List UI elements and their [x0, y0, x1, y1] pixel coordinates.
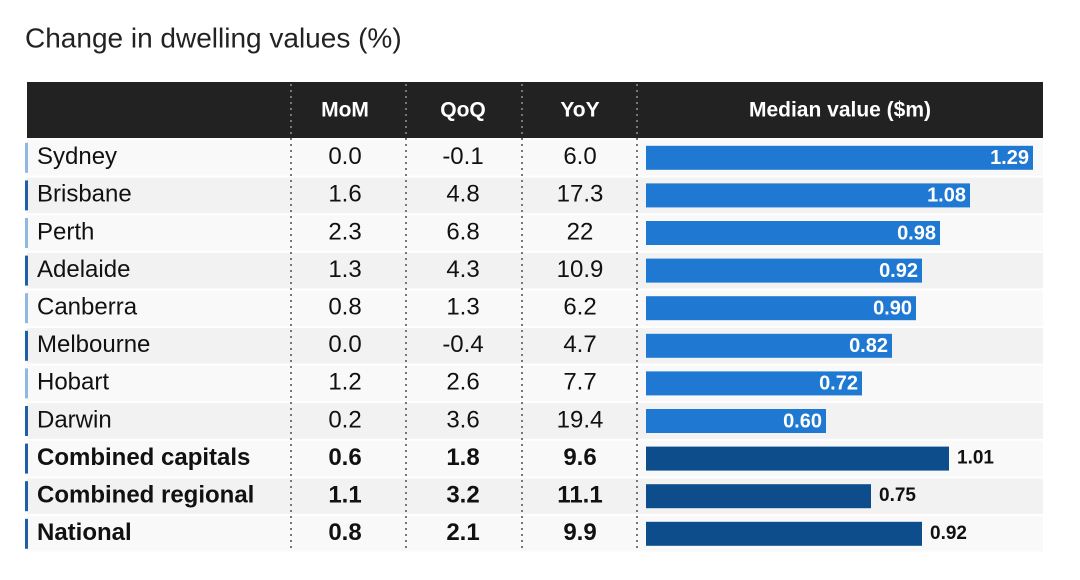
bar-label: 1.29 — [990, 147, 1029, 169]
column-header: YoY — [560, 99, 599, 122]
median-bar — [646, 446, 949, 471]
row-accent — [25, 180, 28, 211]
median-bar — [646, 521, 922, 546]
cell-value: 4.3 — [446, 256, 479, 283]
cell-value: 17.3 — [557, 181, 604, 208]
row-accent — [25, 255, 28, 286]
median-bar — [646, 371, 862, 396]
bar-label: 1.01 — [957, 448, 994, 469]
cell-value: 9.6 — [563, 444, 596, 471]
row-label: Sydney — [37, 143, 117, 170]
row-accent — [25, 518, 28, 549]
bar-label: 0.92 — [879, 260, 918, 282]
bar-label: 0.72 — [819, 373, 858, 395]
cell-value: 2.3 — [328, 218, 361, 245]
row-accent — [25, 443, 28, 474]
column-header: Median value ($m) — [749, 99, 931, 122]
median-bar — [646, 484, 871, 509]
bar-label: 0.92 — [930, 523, 967, 544]
row-label: Combined regional — [37, 482, 254, 509]
cell-value: 1.6 — [328, 181, 361, 208]
median-bar — [646, 221, 940, 245]
cell-value: 1.1 — [328, 482, 361, 509]
median-bar — [646, 296, 916, 321]
row-label: Hobart — [37, 369, 109, 396]
cell-value: 1.3 — [446, 294, 479, 321]
column-header: QoQ — [440, 99, 486, 122]
bar-label: 1.08 — [927, 185, 966, 207]
cell-value: 0.8 — [328, 519, 361, 546]
cell-value: 7.7 — [563, 369, 596, 396]
cell-value: 6.0 — [563, 143, 596, 170]
row-accent — [25, 293, 28, 324]
cell-value: 2.6 — [446, 369, 479, 396]
bar-label: 0.60 — [783, 410, 822, 432]
row-label: Melbourne — [37, 331, 150, 358]
cell-value: 4.7 — [563, 331, 596, 358]
cell-value: 6.2 — [563, 294, 596, 321]
row-label: Brisbane — [37, 181, 132, 208]
bar-label: 0.90 — [873, 297, 912, 319]
row-accent — [25, 142, 28, 173]
row-accent — [25, 218, 28, 248]
cell-value: 19.4 — [557, 406, 604, 433]
row-label: Canberra — [37, 294, 138, 321]
median-bar — [646, 183, 970, 208]
cell-value: 4.8 — [446, 181, 479, 208]
cell-value: 2.1 — [446, 519, 479, 546]
cell-value: 0.8 — [328, 294, 361, 321]
row-accent — [25, 406, 28, 436]
title: Change in dwelling values (%) — [25, 22, 402, 53]
cell-value: 1.2 — [328, 369, 361, 396]
cell-value: 1.3 — [328, 256, 361, 283]
bar-label: 0.98 — [897, 222, 936, 244]
row-label: Adelaide — [37, 256, 130, 283]
median-bar — [646, 145, 1033, 170]
cell-value: 0.2 — [328, 406, 361, 433]
median-bar — [646, 409, 826, 433]
column-header: MoM — [321, 99, 369, 122]
row-accent — [25, 368, 28, 399]
row-label: Darwin — [37, 406, 112, 433]
bar-label: 0.82 — [849, 335, 888, 357]
cell-value: 22 — [567, 218, 594, 245]
bar-label: 0.75 — [879, 485, 916, 506]
row-background — [27, 478, 1043, 514]
cell-value: 1.8 — [446, 444, 479, 471]
row-label: Perth — [37, 218, 94, 245]
median-bar — [646, 333, 892, 358]
cell-value: 11.1 — [557, 482, 602, 509]
row-background — [27, 403, 1043, 439]
cell-value: 0.0 — [328, 143, 361, 170]
median-bar — [646, 258, 922, 283]
cell-value: -0.1 — [442, 143, 483, 170]
cell-value: -0.4 — [442, 331, 483, 358]
header-bar — [27, 82, 1043, 138]
cell-value: 9.9 — [563, 519, 596, 546]
row-background — [27, 365, 1043, 402]
cell-value: 0.0 — [328, 331, 361, 358]
row-label: National — [37, 519, 132, 546]
cell-value: 3.6 — [446, 406, 479, 433]
row-accent — [25, 330, 28, 361]
cell-value: 0.6 — [328, 444, 361, 471]
row-accent — [25, 481, 28, 512]
cell-value: 3.2 — [446, 482, 479, 509]
row-label: Combined capitals — [37, 444, 250, 471]
cell-value: 6.8 — [446, 218, 479, 245]
cell-value: 10.9 — [557, 256, 604, 283]
